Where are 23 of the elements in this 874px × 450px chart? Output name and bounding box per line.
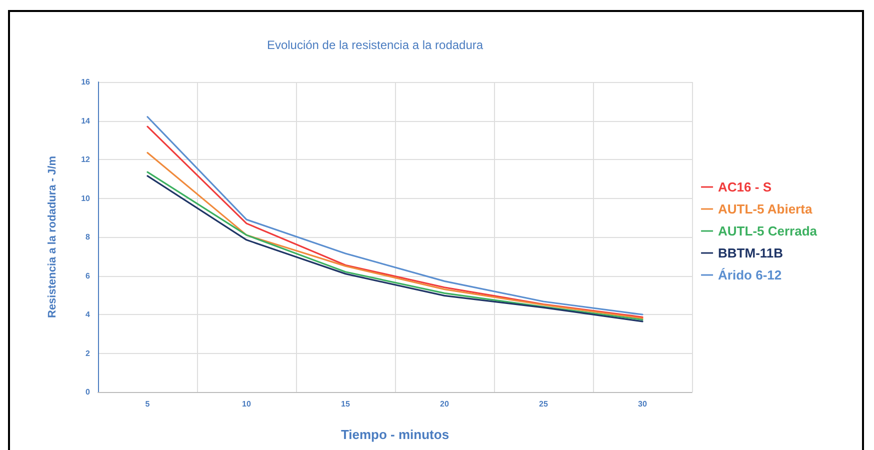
y-tick-label: 8 [86, 232, 91, 242]
x-tick-label: 20 [440, 400, 450, 408]
y-tick-label: 0 [86, 388, 91, 396]
y-axis-title: Resistencia a la rodadura - J/m [46, 156, 58, 318]
x-axis-title: Tiempo - minutos [340, 427, 450, 442]
y-tick-label: 12 [81, 155, 91, 164]
y-tick-label: 10 [81, 194, 91, 203]
x-tick-label: 5 [145, 400, 150, 408]
x-tick-label: 25 [539, 400, 548, 408]
legend-label: AUTL-5 Abierta [718, 202, 813, 216]
x-tick-label: 15 [341, 400, 350, 408]
y-tick-label: 4 [86, 310, 91, 319]
y-tick-label: 6 [86, 271, 91, 280]
legend-label: Árido 6-12 [718, 268, 782, 282]
x-tick-label: 30 [638, 400, 648, 408]
y-tick-label: 14 [81, 116, 91, 126]
legend-label: AC16 - S [718, 180, 772, 194]
y-tick-label: 16 [81, 78, 91, 86]
legend-label: AUTL-5 Cerrada [718, 224, 818, 238]
chart-title: Evolución de la resistencia a la rodadura [266, 38, 484, 52]
y-tick-label: 2 [86, 348, 91, 358]
legend-label: BBTM-11B [718, 246, 784, 260]
x-tick-label: 10 [242, 400, 252, 408]
